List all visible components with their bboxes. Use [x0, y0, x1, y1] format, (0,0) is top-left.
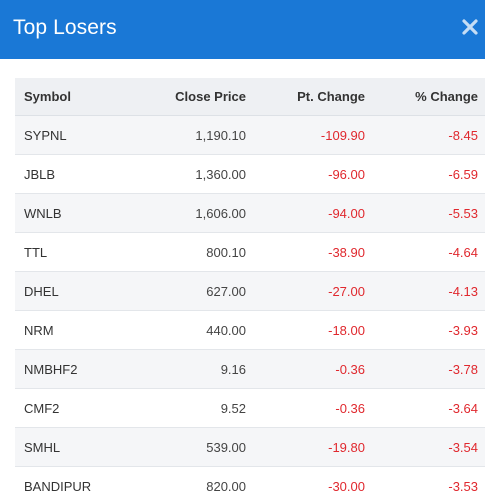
table-row[interactable]: TTL 800.10 -38.90 -4.64 [15, 232, 485, 272]
table-row[interactable]: DHEL 627.00 -27.00 -4.13 [15, 271, 485, 311]
cell-pct-change: -8.45 [365, 115, 485, 155]
cell-symbol: SYPNL [15, 115, 144, 155]
cell-close-price: 440.00 [144, 310, 246, 350]
cell-close-price: 9.52 [144, 388, 246, 428]
cell-close-price: 1,190.10 [144, 115, 246, 155]
table-body: SYPNL 1,190.10 -109.90 -8.45 JBLB 1,360.00 -96… [15, 115, 485, 498]
table-row[interactable]: JBLB 1,360.00 -96.00 -6.59 [15, 154, 485, 194]
table-header: Symbol Close Price Pt. Change % Change [15, 78, 485, 116]
column-header-pt-change[interactable]: Pt. Change [246, 78, 365, 116]
cell-pt-change: -94.00 [246, 193, 365, 233]
table-row[interactable]: CMF2 9.52 -0.36 -3.64 [15, 388, 485, 428]
cell-pct-change: -4.64 [365, 232, 485, 272]
cell-pct-change: -6.59 [365, 154, 485, 194]
cell-close-price: 820.00 [144, 466, 246, 498]
losers-table: Symbol Close Price Pt. Change % Change S… [15, 78, 485, 498]
cell-pct-change: -3.53 [365, 466, 485, 498]
modal-title: Top Losers [13, 16, 117, 39]
cell-pct-change: -4.13 [365, 271, 485, 311]
losers-table-container: Symbol Close Price Pt. Change % Change S… [15, 78, 485, 498]
cell-pct-change: -3.78 [365, 349, 485, 389]
cell-pt-change: -18.00 [246, 310, 365, 350]
table-row[interactable]: WNLB 1,606.00 -94.00 -5.53 [15, 193, 485, 233]
table-row[interactable]: BANDIPUR 820.00 -30.00 -3.53 [15, 466, 485, 498]
cell-pct-change: -5.53 [365, 193, 485, 233]
table-row[interactable]: NMBHF2 9.16 -0.36 -3.78 [15, 349, 485, 389]
cell-close-price: 9.16 [144, 349, 246, 389]
cell-symbol: WNLB [15, 193, 144, 233]
cell-symbol: NMBHF2 [15, 349, 144, 389]
cell-pt-change: -96.00 [246, 154, 365, 194]
cell-pct-change: -3.93 [365, 310, 485, 350]
table-row[interactable]: SYPNL 1,190.10 -109.90 -8.45 [15, 115, 485, 155]
column-header-close-price[interactable]: Close Price [144, 78, 246, 116]
cell-symbol: NRM [15, 310, 144, 350]
cell-close-price: 539.00 [144, 427, 246, 467]
cell-pt-change: -19.80 [246, 427, 365, 467]
column-header-symbol[interactable]: Symbol [15, 78, 144, 116]
close-icon[interactable] [461, 18, 479, 36]
column-header-pct-change[interactable]: % Change [365, 78, 485, 116]
table-row[interactable]: NRM 440.00 -18.00 -3.93 [15, 310, 485, 350]
cell-pt-change: -27.00 [246, 271, 365, 311]
cell-pct-change: -3.64 [365, 388, 485, 428]
cell-close-price: 800.10 [144, 232, 246, 272]
cell-pt-change: -0.36 [246, 388, 365, 428]
cell-close-price: 627.00 [144, 271, 246, 311]
cell-pt-change: -109.90 [246, 115, 365, 155]
cell-pt-change: -30.00 [246, 466, 365, 498]
cell-symbol: DHEL [15, 271, 144, 311]
cell-pt-change: -0.36 [246, 349, 365, 389]
modal-header: Top Losers [0, 0, 485, 59]
cell-close-price: 1,606.00 [144, 193, 246, 233]
cell-symbol: CMF2 [15, 388, 144, 428]
cell-close-price: 1,360.00 [144, 154, 246, 194]
cell-symbol: JBLB [15, 154, 144, 194]
cell-symbol: TTL [15, 232, 144, 272]
cell-pct-change: -3.54 [365, 427, 485, 467]
cell-pt-change: -38.90 [246, 232, 365, 272]
cell-symbol: SMHL [15, 427, 144, 467]
table-row[interactable]: SMHL 539.00 -19.80 -3.54 [15, 427, 485, 467]
cell-symbol: BANDIPUR [15, 466, 144, 498]
